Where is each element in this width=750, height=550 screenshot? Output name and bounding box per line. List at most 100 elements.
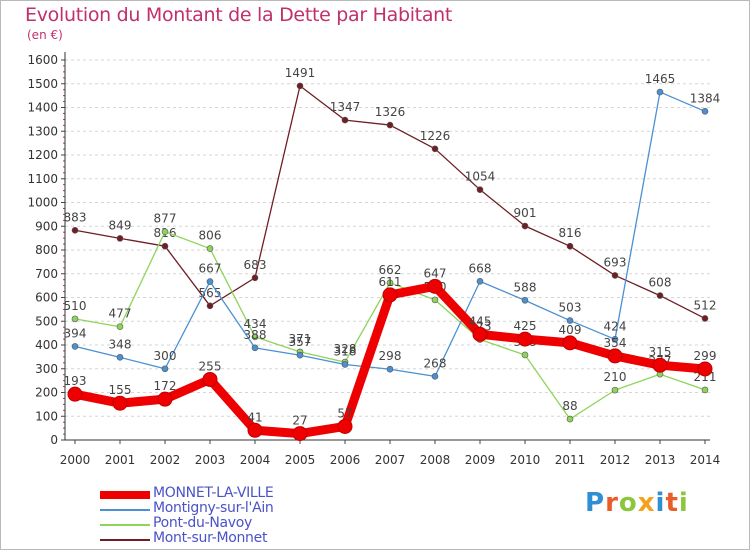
data-point bbox=[67, 386, 83, 402]
data-label: 27 bbox=[292, 414, 307, 428]
data-label: 172 bbox=[154, 379, 177, 393]
data-label: 425 bbox=[514, 319, 537, 333]
x-tick-label: 2000 bbox=[60, 453, 91, 467]
series-mont-sur-monnet: 8838498165656831491134713261226105490181… bbox=[64, 66, 717, 322]
x-tick-label: 2013 bbox=[645, 453, 676, 467]
legend-label: Mont-sur-Monnet bbox=[153, 530, 268, 546]
data-point bbox=[562, 335, 578, 351]
data-label: 300 bbox=[154, 349, 177, 363]
data-label: 424 bbox=[604, 319, 627, 333]
data-point bbox=[521, 297, 529, 304]
y-tick-label: 600 bbox=[35, 291, 58, 305]
x-tick-label: 2004 bbox=[240, 453, 271, 467]
data-label: 328 bbox=[334, 342, 357, 356]
y-tick-label: 900 bbox=[35, 219, 58, 233]
y-tick-label: 1500 bbox=[27, 77, 58, 91]
data-label: 588 bbox=[514, 280, 537, 294]
data-label: 877 bbox=[154, 212, 177, 226]
x-tick-label: 2011 bbox=[555, 453, 586, 467]
data-label: 371 bbox=[289, 332, 312, 346]
data-point bbox=[476, 278, 484, 285]
data-label: 1054 bbox=[465, 170, 496, 184]
chart-title: Evolution du Montant de la Dette par Hab… bbox=[25, 4, 453, 26]
data-point bbox=[206, 245, 214, 252]
series-montigny-sur-l-ain: 394 348 300 667 388 357 318 298 268 668 588 503 424 1… bbox=[64, 72, 721, 380]
data-label: 510 bbox=[64, 299, 87, 313]
data-point bbox=[566, 242, 574, 250]
x-tick-label: 2001 bbox=[105, 453, 136, 467]
data-point bbox=[71, 315, 79, 323]
data-point bbox=[157, 391, 173, 407]
data-point bbox=[652, 357, 668, 373]
data-point bbox=[161, 365, 169, 373]
logo-letter: t bbox=[665, 488, 679, 518]
x-tick-label: 2006 bbox=[330, 453, 361, 467]
data-point bbox=[116, 235, 124, 242]
data-point bbox=[296, 82, 304, 90]
data-label: 1491 bbox=[285, 66, 316, 80]
data-point bbox=[521, 222, 529, 230]
data-label: 1326 bbox=[375, 105, 406, 119]
data-point bbox=[611, 386, 619, 394]
data-label: 667 bbox=[199, 262, 222, 276]
logo-letter: x bbox=[637, 488, 656, 518]
y-tick-label: 700 bbox=[35, 267, 58, 281]
data-label: 849 bbox=[109, 218, 132, 232]
data-point bbox=[701, 386, 709, 394]
data-point bbox=[206, 302, 214, 310]
legend-swatch bbox=[100, 524, 150, 526]
logo-letter: o bbox=[618, 488, 638, 518]
data-label: 662 bbox=[379, 263, 402, 277]
logo-letter: r bbox=[605, 488, 619, 518]
data-label: 88 bbox=[562, 399, 577, 413]
data-point bbox=[161, 228, 169, 236]
legend-swatch bbox=[100, 539, 150, 541]
data-point bbox=[701, 108, 709, 115]
data-point bbox=[656, 88, 664, 96]
data-label: 434 bbox=[244, 317, 267, 331]
data-label: 1384 bbox=[690, 91, 721, 105]
data-label: 41 bbox=[247, 410, 262, 424]
data-label: 315 bbox=[649, 345, 672, 359]
x-tick-label: 2008 bbox=[420, 453, 451, 467]
legend-label: Pont-du-Navoy bbox=[153, 515, 253, 531]
y-tick-label: 1200 bbox=[27, 148, 58, 162]
unit-label: (en €) bbox=[27, 28, 63, 42]
y-tick-label: 0 bbox=[50, 433, 58, 447]
data-label: 503 bbox=[559, 301, 582, 315]
data-point bbox=[427, 278, 443, 294]
data-point bbox=[521, 351, 529, 359]
y-tick-label: 200 bbox=[35, 386, 58, 400]
data-point bbox=[292, 426, 308, 442]
data-label: 354 bbox=[604, 336, 627, 350]
data-point bbox=[116, 354, 124, 361]
y-tick-label: 800 bbox=[35, 243, 58, 257]
data-point bbox=[341, 361, 349, 368]
y-tick-label: 100 bbox=[35, 409, 58, 423]
data-label: 268 bbox=[424, 356, 447, 370]
series-monnet-la-ville: 193 155 172 255 41 27 57 611 647 445 425 409 354 315 2… bbox=[64, 266, 716, 442]
logo-letter: P bbox=[585, 488, 606, 518]
y-tick-label: 1000 bbox=[27, 196, 58, 210]
x-tick-label: 2005 bbox=[285, 453, 316, 467]
data-label: 512 bbox=[694, 298, 717, 312]
data-point bbox=[296, 351, 304, 359]
data-point bbox=[472, 326, 488, 342]
data-point bbox=[251, 344, 259, 352]
data-point bbox=[251, 333, 259, 341]
data-point bbox=[71, 343, 79, 350]
logo-letter: i bbox=[678, 488, 689, 518]
data-point bbox=[112, 395, 128, 411]
y-tick-label: 400 bbox=[35, 338, 58, 352]
data-point bbox=[656, 292, 664, 299]
data-label: 409 bbox=[559, 323, 582, 337]
data-point bbox=[161, 242, 169, 250]
logo-letter: i bbox=[655, 488, 666, 518]
data-point bbox=[386, 121, 394, 129]
data-label: 298 bbox=[379, 349, 402, 363]
x-tick-label: 2002 bbox=[150, 453, 181, 467]
data-label: 683 bbox=[244, 258, 267, 272]
data-label: 1465 bbox=[645, 72, 676, 86]
